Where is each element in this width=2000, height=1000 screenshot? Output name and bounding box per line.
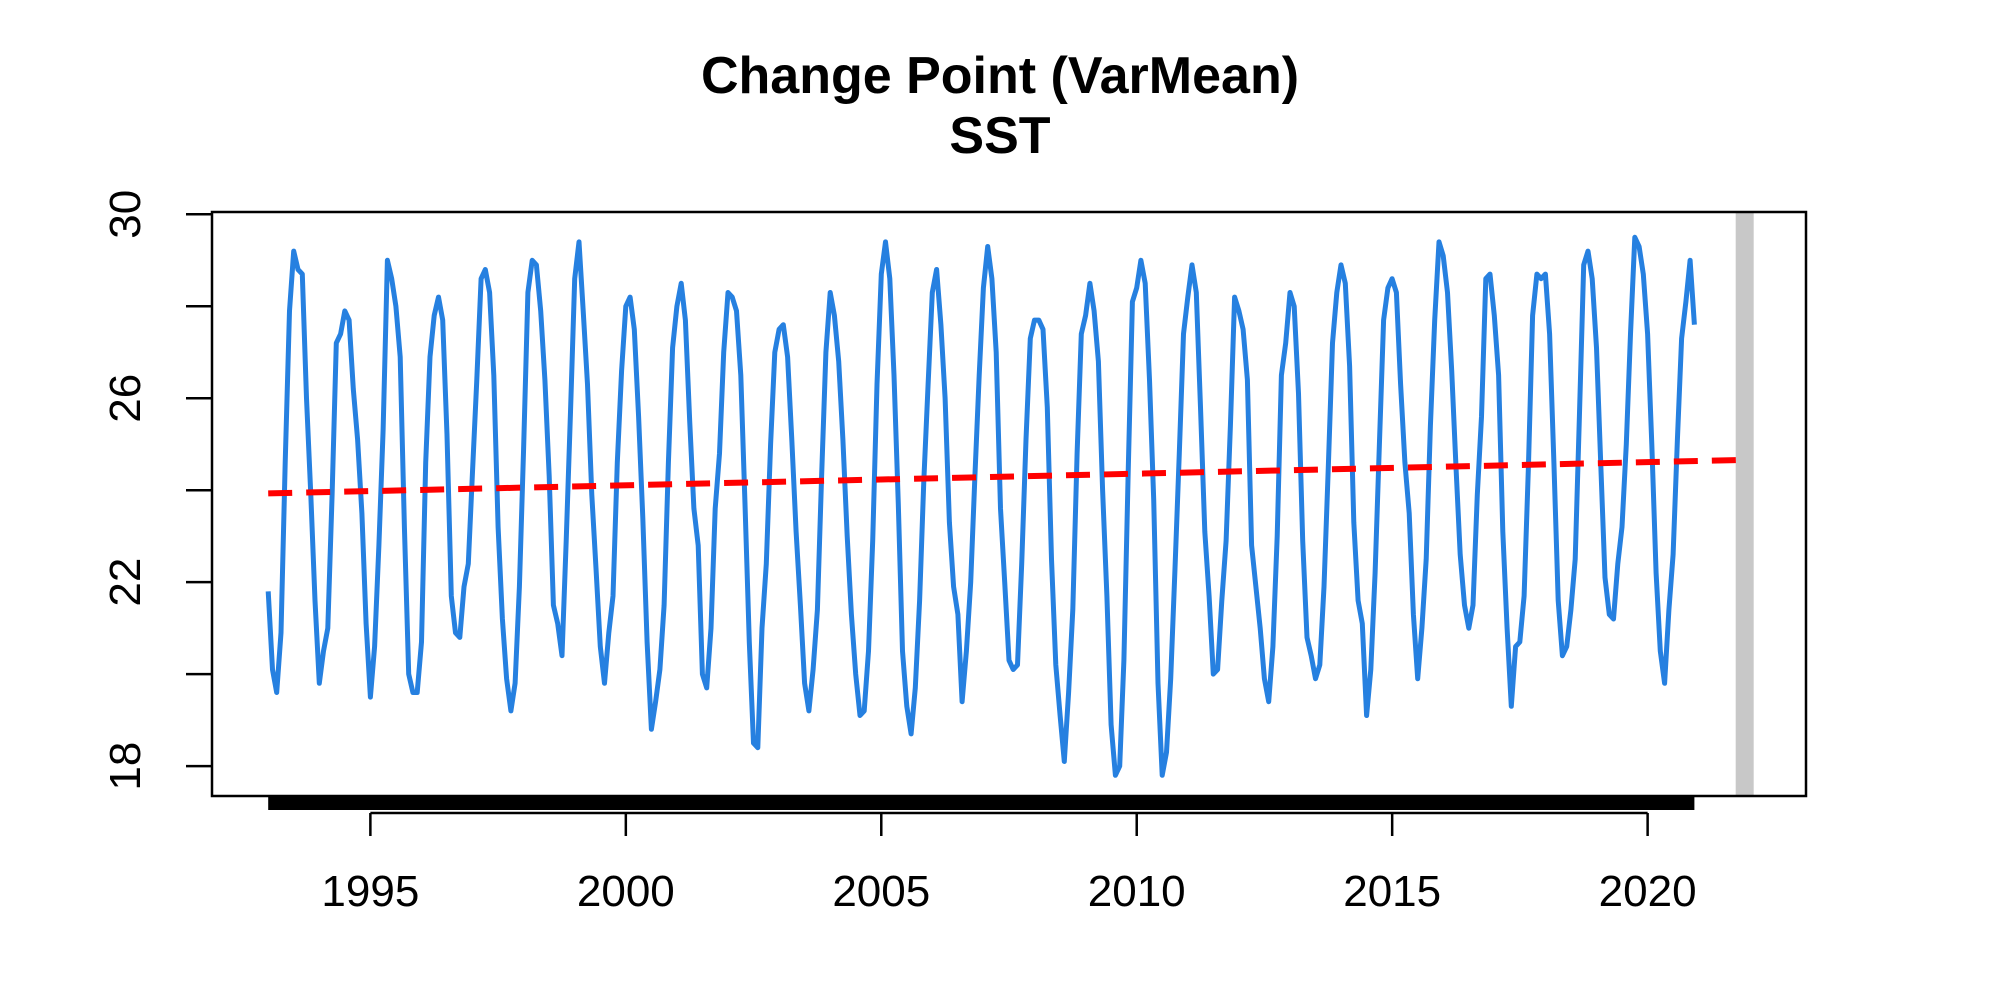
chart-marks-layer — [265, 212, 1754, 810]
y-tick-label: 18 — [101, 742, 150, 791]
y-tick-label: 30 — [101, 190, 150, 239]
x-tick-label: 2010 — [1088, 867, 1186, 916]
y-tick-label: 22 — [101, 558, 150, 607]
x-tick-label: 2000 — [577, 867, 675, 916]
x-tick-label: 2020 — [1599, 867, 1697, 916]
chart-title: Change Point (VarMean) — [700, 47, 1300, 105]
rug-strip — [268, 796, 1695, 810]
change-point-band — [1735, 212, 1754, 796]
x-tick-label: 2005 — [832, 867, 930, 916]
x-tick-label: 1995 — [321, 867, 419, 916]
plot-frame — [210, 210, 1808, 798]
trend-line — [268, 456, 1745, 497]
sst-series-line — [265, 234, 1697, 778]
chart-subtitle: SST — [949, 107, 1051, 165]
y-tick-label: 26 — [101, 374, 150, 423]
x-tick-label: 2015 — [1343, 867, 1441, 916]
chart-axes-layer: 18 22 26 30 1995 2000 2005 2010 2015 2020 — [101, 190, 1808, 916]
